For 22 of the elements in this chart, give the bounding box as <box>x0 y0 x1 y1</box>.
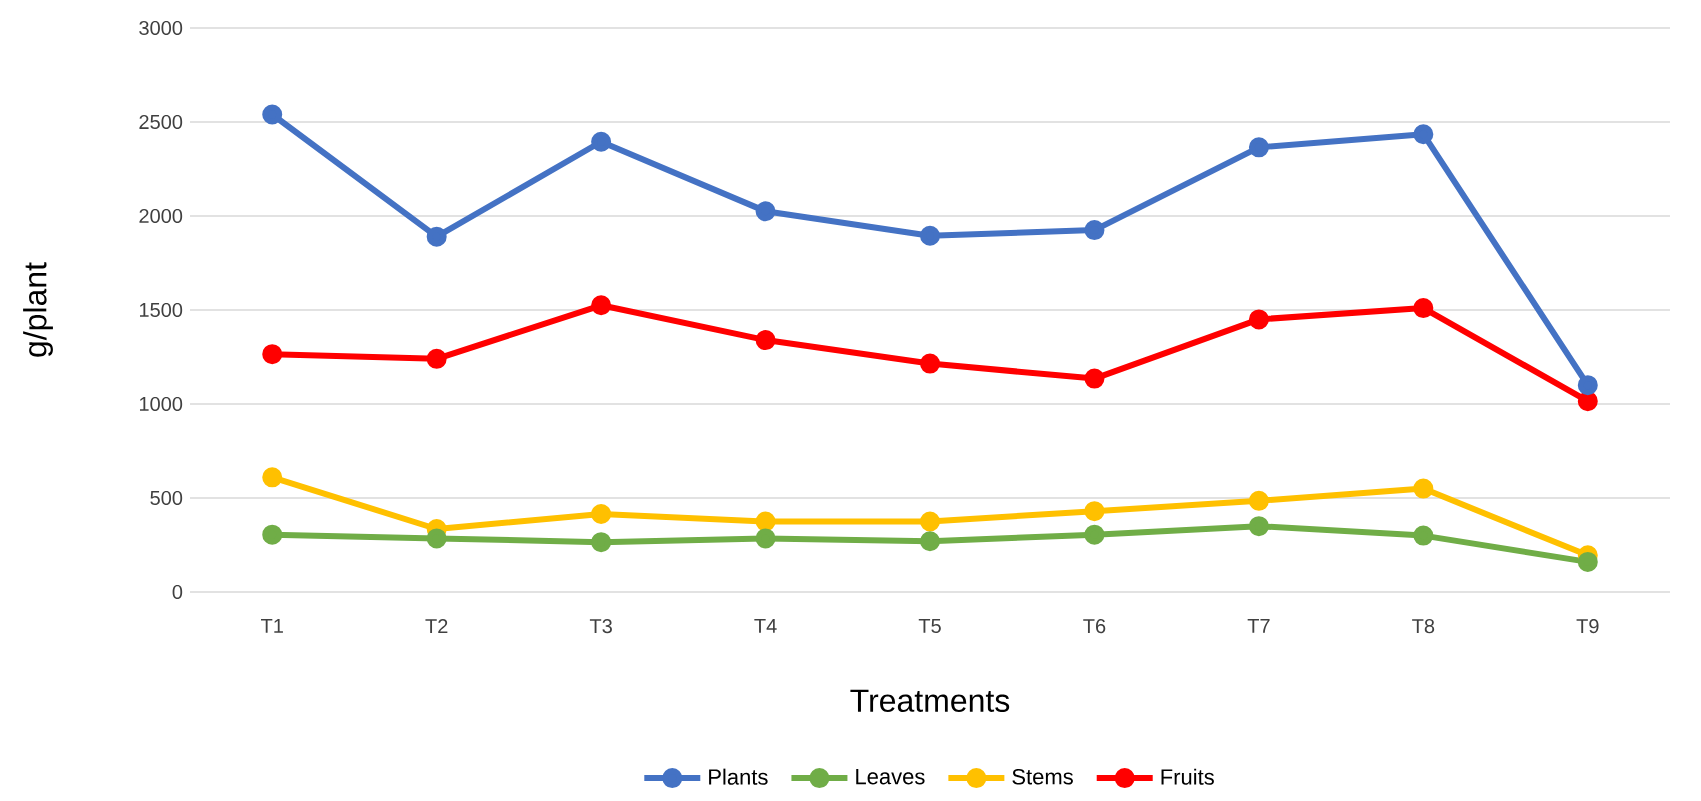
legend-label: Stems <box>1012 768 1073 785</box>
y-tick-label: 0 <box>172 584 183 600</box>
x-tick-label: T9 <box>1576 619 1599 634</box>
x-tick-label: T3 <box>589 619 612 634</box>
x-tick-label: T6 <box>1083 619 1106 634</box>
x-tick-label: T5 <box>918 619 941 633</box>
legend-label: Leaves <box>856 769 925 785</box>
legend-label: Fruits <box>1161 768 1214 785</box>
y-tick-label: 1000 <box>139 396 183 412</box>
legend-label: Plants <box>709 768 768 785</box>
y-tick-label: 1500 <box>139 302 183 318</box>
x-tick-label: T2 <box>425 619 448 634</box>
x-tick-label: T4 <box>754 619 777 633</box>
x-tick-label: T1 <box>261 619 283 633</box>
y-tick-label: 2500 <box>139 114 183 130</box>
y-tick-label: 500 <box>150 490 183 506</box>
y-axis-title: g/plant <box>23 262 53 357</box>
x-axis-title: Treatments <box>850 689 1010 712</box>
x-tick-label: T7 <box>1247 619 1270 633</box>
x-tick-label: T8 <box>1412 619 1435 634</box>
y-tick-label: 2000 <box>139 208 183 224</box>
y-tick-label: 3000 <box>139 20 183 36</box>
